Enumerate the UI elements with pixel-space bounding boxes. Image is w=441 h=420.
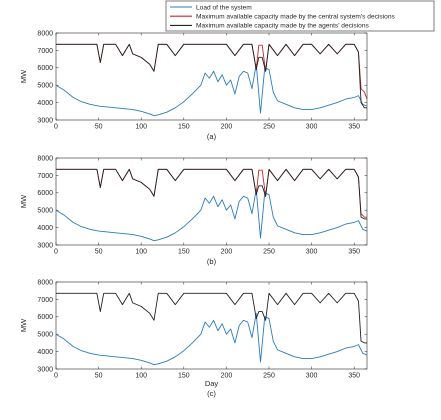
x-tick-label: 50 xyxy=(95,249,103,256)
x-tick-label: 350 xyxy=(348,249,360,256)
y-tick-label: 8000 xyxy=(37,30,53,37)
axes-box-3 xyxy=(55,281,368,370)
central-capacity-line xyxy=(56,43,367,100)
y-tick-label: 4000 xyxy=(37,349,53,356)
y-axis-label: MW xyxy=(19,318,28,332)
agents-capacity-line xyxy=(56,292,367,344)
x-tick-label: 200 xyxy=(221,249,233,256)
y-axis-label: MW xyxy=(19,69,28,83)
x-tick-label: 250 xyxy=(263,373,275,380)
axes-box-1 xyxy=(55,32,368,121)
load-line xyxy=(56,188,367,242)
series-group xyxy=(56,168,367,242)
x-tick-label: 50 xyxy=(95,373,103,380)
x-tick-label: 0 xyxy=(54,373,58,380)
x-tick-label: 300 xyxy=(306,249,318,256)
load-line xyxy=(56,63,367,117)
y-tick-label: 8000 xyxy=(37,279,53,286)
x-tick-label: 0 xyxy=(54,124,58,131)
legend-box xyxy=(165,0,435,32)
x-tick-label: 300 xyxy=(306,373,318,380)
series-group xyxy=(56,43,367,117)
y-tick-label: 6000 xyxy=(37,190,53,197)
x-tick-label: 150 xyxy=(178,124,190,131)
x-tick-label: 0 xyxy=(54,249,58,256)
y-tick-label: 5000 xyxy=(37,208,53,215)
x-tick-label: 350 xyxy=(348,124,360,131)
legend-label-1: Load of the system xyxy=(196,4,252,11)
x-tick-label: 150 xyxy=(178,249,190,256)
y-axis-label: MW xyxy=(19,194,28,208)
agents-capacity-line xyxy=(56,168,367,220)
y-tick-label: 4000 xyxy=(37,100,53,107)
agents-capacity-line xyxy=(56,43,367,109)
x-tick-label: 250 xyxy=(263,249,275,256)
y-tick-label: 6000 xyxy=(37,65,53,72)
axes-box-2 xyxy=(55,157,368,246)
y-tick-label: 7000 xyxy=(37,173,53,180)
y-tick-label: 3000 xyxy=(37,366,53,373)
x-tick-label: 100 xyxy=(135,373,147,380)
series-group xyxy=(56,292,367,366)
legend: Load of the system Maximum available capa… xyxy=(165,0,435,32)
panel-2: 3000 4000 5000 6000 7000 8000 0 50 100 150 200 250 3… xyxy=(19,155,368,266)
legend-label-3: Maximum available capacity made by the a… xyxy=(196,23,369,30)
panel-subtitle: (a) xyxy=(207,132,217,141)
y-tick-label: 6000 xyxy=(37,314,53,321)
x-tick-label: 300 xyxy=(306,124,318,131)
x-tick-label: 50 xyxy=(95,124,103,131)
x-tick-label: 200 xyxy=(221,373,233,380)
panel-3: 3000 4000 5000 6000 7000 8000 0 50 100 150 200 250 3… xyxy=(19,279,368,398)
panel-subtitle: (c) xyxy=(207,389,216,398)
x-axis-label: Day xyxy=(205,379,219,388)
y-tick-label: 7000 xyxy=(37,48,53,55)
x-tick-label: 150 xyxy=(178,373,190,380)
x-tick-label: 100 xyxy=(135,124,147,131)
panel-1: 3000 4000 5000 6000 7000 8000 0 50 100 150 200 250 3… xyxy=(19,30,368,141)
y-tick-label: 5000 xyxy=(37,83,53,90)
y-tick-label: 7000 xyxy=(37,297,53,304)
x-tick-label: 200 xyxy=(221,124,233,131)
load-line xyxy=(56,312,367,366)
y-tick-label: 4000 xyxy=(37,225,53,232)
y-tick-label: 5000 xyxy=(37,332,53,339)
y-tick-label: 3000 xyxy=(37,117,53,124)
y-tick-label: 3000 xyxy=(37,242,53,249)
y-tick-label: 8000 xyxy=(37,155,53,162)
x-tick-label: 100 xyxy=(135,249,147,256)
x-tick-label: 250 xyxy=(263,124,275,131)
x-tick-label: 350 xyxy=(348,373,360,380)
legend-label-2: Maximum available capacity made by the c… xyxy=(196,14,395,21)
panel-subtitle: (b) xyxy=(207,257,217,266)
